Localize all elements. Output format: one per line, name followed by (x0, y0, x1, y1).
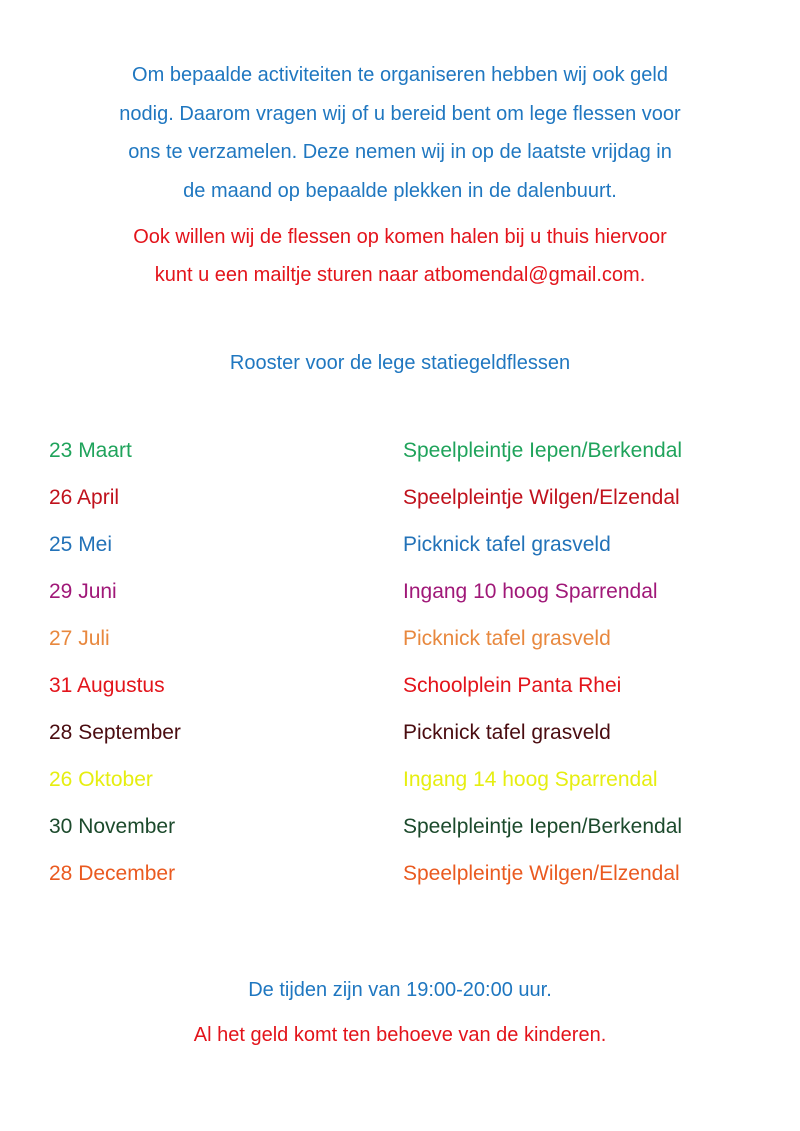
pickup-line: kunt u een mailtje sturen naar atbomenda… (154, 263, 646, 286)
schedule-row: 30 November Speelpleintje Iepen/Berkendal (49, 815, 769, 839)
schedule-date: 28 September (49, 721, 181, 744)
schedule-row: 28 September Picknick tafel grasveld (49, 721, 769, 745)
schedule-row: 26 April Speelpleintje Wilgen/Elzendal (49, 486, 769, 510)
pickup-paragraph: Ook willen wij de flessen op komen halen… (0, 219, 800, 294)
pickup-line: Ook willen wij de flessen op komen halen… (133, 226, 667, 248)
schedule-row: 29 Juni Ingang 10 hoog Sparrendal (49, 580, 769, 604)
schedule-location: Schoolplein Panta Rhei (403, 674, 622, 697)
schedule-location: Ingang 10 hoog Sparrendal (403, 580, 658, 603)
schedule-location: Picknick tafel grasveld (403, 721, 611, 744)
schedule-date: 26 April (49, 486, 120, 509)
schedule-row: 23 Maart Speelpleintje Iepen/Berkendal (49, 439, 769, 463)
schedule-location: Speelpleintje Wilgen/Elzendal (403, 862, 680, 885)
schedule-row: 25 Mei Picknick tafel grasveld (49, 533, 769, 557)
intro-line: de maand op bepaalde plekken in de dalen… (183, 180, 617, 203)
schedule-row: 26 Oktober Ingang 14 hoog Sparrendal (49, 768, 769, 792)
schedule-location: Picknick tafel grasveld (403, 533, 611, 556)
schedule-location: Picknick tafel grasveld (403, 627, 611, 650)
schedule-date: 23 Maart (49, 439, 132, 462)
intro-line: ons te verzamelen. Deze nemen wij in op … (128, 141, 672, 164)
intro-paragraph: Om bepaalde activiteiten te organiseren … (0, 56, 800, 211)
schedule-date: 31 Augustus (49, 674, 165, 697)
schedule-date: 28 December (49, 862, 176, 885)
schedule-row: 28 December Speelpleintje Wilgen/Elzendal (49, 862, 769, 886)
intro-line: nodig. Daarom vragen wij of u bereid ben… (119, 102, 681, 125)
schedule-location: Speelpleintje Iepen/Berkendal (403, 439, 683, 462)
schedule-date: 27 Juli (49, 627, 110, 650)
schedule-row: 27 Juli Picknick tafel grasveld (49, 627, 769, 651)
footer-text: Al het geld komt ten behoeve van de kind… (193, 1024, 607, 1046)
schedule-location: Speelpleintje Wilgen/Elzendal (403, 486, 680, 509)
schedule-date: 30 November (49, 815, 176, 838)
schedule-row: 31 Augustus Schoolplein Panta Rhei (49, 674, 769, 698)
schedule-location: Ingang 14 hoog Sparrendal (403, 768, 658, 791)
schedule-date: 25 Mei (49, 533, 113, 556)
schedule-date: 26 Oktober (49, 768, 153, 791)
intro-line: Om bepaalde activiteiten te organiseren … (132, 64, 668, 86)
times-text: De tijden zijn van 19:00-20:00 uur. (248, 979, 552, 1001)
schedule-title: Rooster voor de lege statiegeldflessen (229, 352, 571, 374)
schedule-location: Speelpleintje Iepen/Berkendal (403, 815, 683, 838)
schedule-date: 29 Juni (49, 580, 117, 603)
